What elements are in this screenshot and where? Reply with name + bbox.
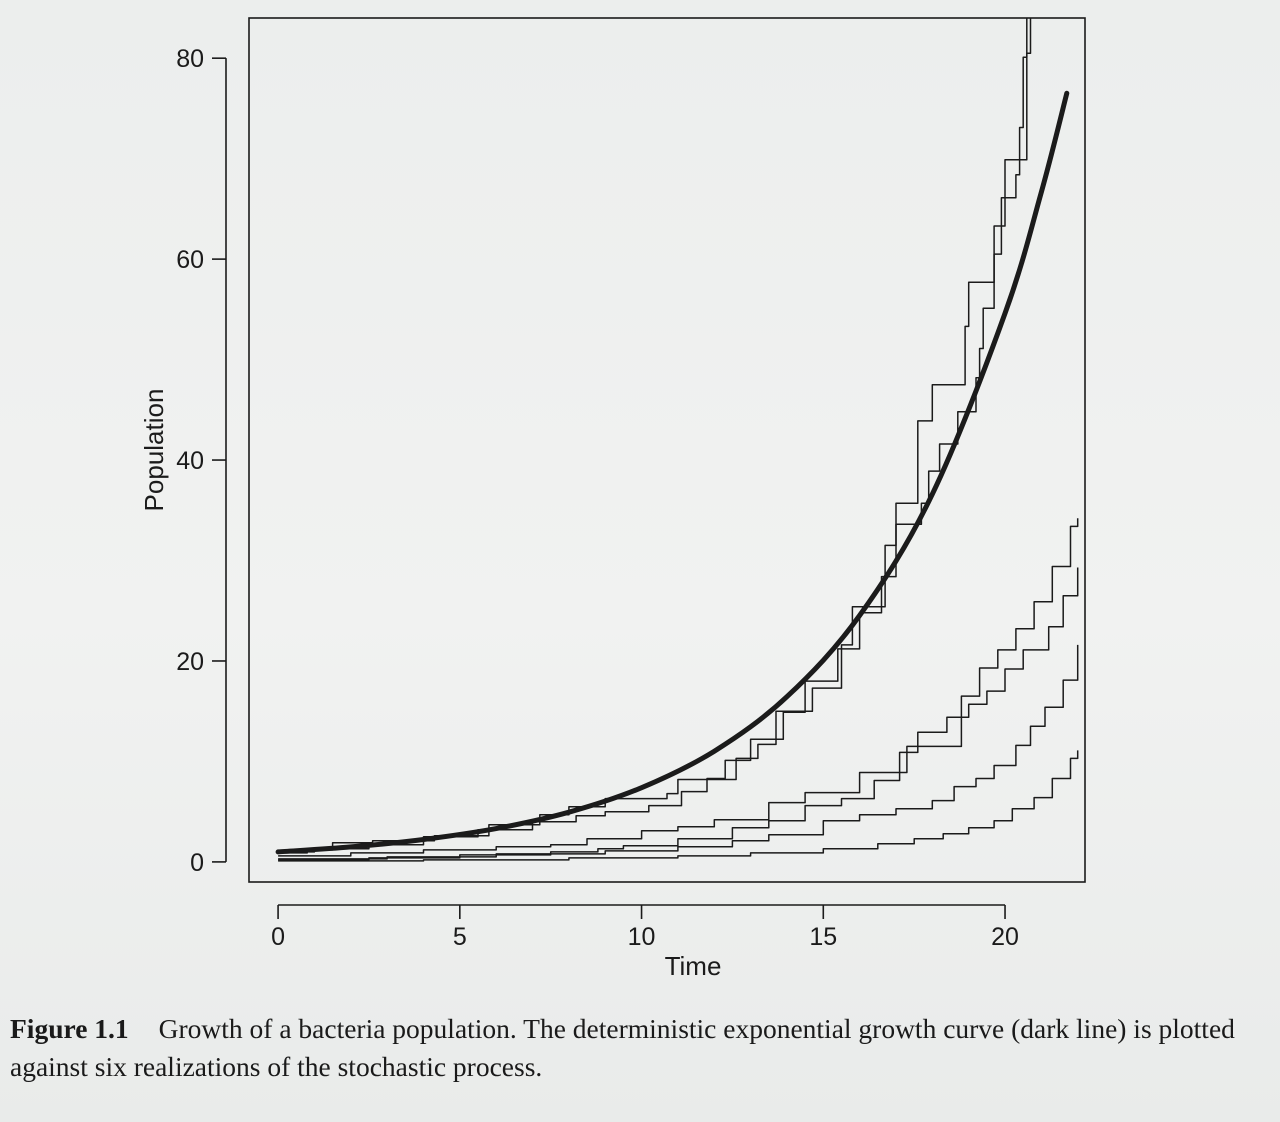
x-tick-label: 15 <box>809 923 837 951</box>
y-tick-label: 40 <box>176 447 204 475</box>
deterministic-curve-layer <box>275 90 1070 855</box>
x-tick-label: 10 <box>628 923 656 951</box>
x-tick-label: 5 <box>453 923 467 951</box>
figure-caption: Figure 1.1 Growth of a bacteria populatio… <box>10 1010 1272 1086</box>
figure-label: Figure 1.1 <box>10 1013 129 1044</box>
y-tick-label: 80 <box>176 45 204 73</box>
stochastic-realization-4 <box>278 567 1079 861</box>
y-tick-label: 0 <box>190 849 204 877</box>
caption-text: Growth of a bacteria population. The det… <box>10 1013 1235 1082</box>
stochastic-realization-2 <box>278 18 1028 853</box>
stochastic-realization-6 <box>278 750 1079 862</box>
plot-frame <box>248 17 1086 883</box>
x-tick-label: 20 <box>991 923 1019 951</box>
stochastic-realization-5 <box>278 644 1079 860</box>
stochastic-realization-3 <box>278 518 1079 857</box>
x-axis-label: Time <box>665 951 722 981</box>
x-axis: 0 5 10 15 20 <box>271 904 1019 951</box>
stochastic-realization-1 <box>278 18 1032 854</box>
deterministic-growth-curve <box>275 90 1070 855</box>
growth-chart: 0 20 40 60 80 0 5 10 15 20 Time Population <box>139 17 1086 981</box>
y-tick-label: 20 <box>176 648 204 676</box>
stochastic-realizations <box>278 18 1079 862</box>
y-tick-label: 60 <box>176 246 204 274</box>
y-axis-label: Population <box>139 389 169 512</box>
y-axis: 0 20 40 60 80 <box>176 45 227 877</box>
x-tick-label: 0 <box>271 923 285 951</box>
